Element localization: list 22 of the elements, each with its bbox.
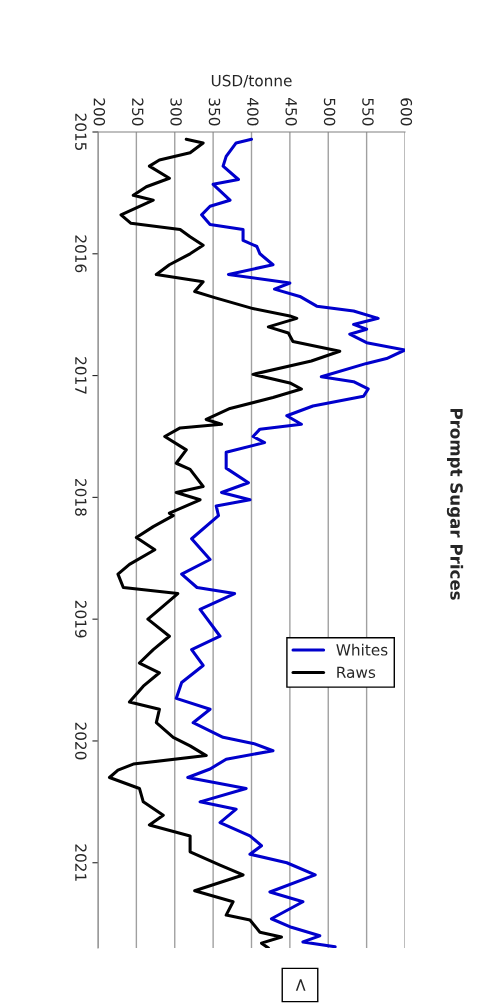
y-tick-label: 2018 [75,479,87,516]
x-tick-label: 450 [285,98,297,126]
x-tick-label: 350 [208,98,221,126]
x-tick-label: 250 [131,98,144,126]
y-tick-label: 2016 [75,235,87,273]
y-tick-label: 2015 [75,113,87,151]
x-tick-label: 500 [323,98,336,126]
y-tick-label: 2017 [75,357,87,394]
y-tick-label: 2021 [75,844,87,881]
text: < [295,979,306,991]
legend-label: Raws [337,666,376,679]
legend-label: Whites [336,643,388,656]
x-tick-label: 300 [170,98,182,126]
x-tick-label: 550 [362,98,374,126]
line-series [174,137,405,948]
x-axis-title: USD/tonne [211,74,292,88]
x-tick-label: 400 [247,98,259,126]
y-tick-label: 2019 [75,600,87,638]
y-tick-label: 2020 [75,722,87,760]
x-tick-label: 600 [400,98,413,126]
text: Prompt Sugar Prices [446,408,464,600]
x-tick-label: 200 [93,98,106,126]
